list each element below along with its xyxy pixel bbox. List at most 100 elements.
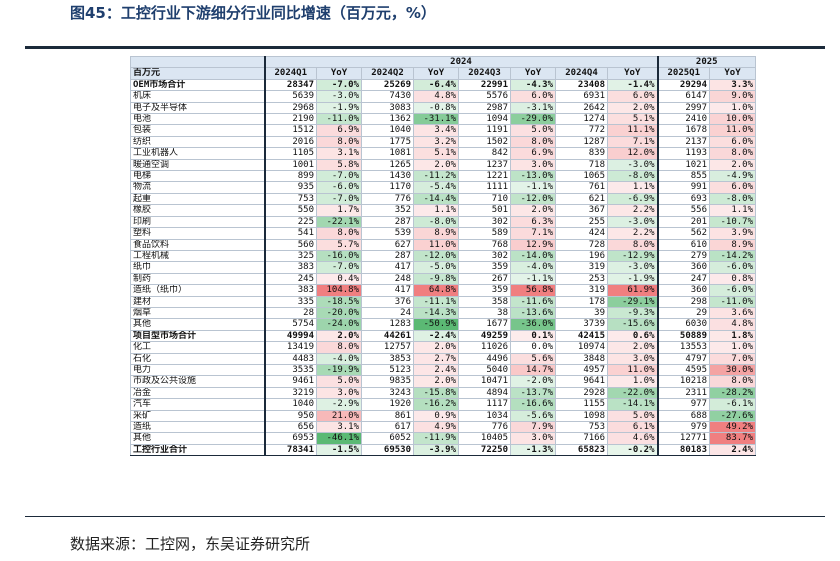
table-row: 纸巾 383 -7.0% 417 -5.0% 359 -4.0% 319 -3.0% 360 -6.…: [130, 261, 756, 274]
yoy-cell: 2.2%: [607, 227, 658, 240]
value-cell: 69530: [361, 443, 414, 457]
value-cell: 556: [656, 204, 710, 217]
value-cell: 950: [263, 409, 317, 423]
yoy-cell: 4.6%: [607, 432, 658, 445]
value-cell: 753: [555, 420, 608, 434]
value-cell: 1040: [361, 124, 414, 137]
value-cell: 1274: [555, 113, 608, 126]
yoy-cell: 2.4%: [413, 363, 459, 377]
yoy-cell: -3.0%: [607, 158, 658, 172]
yoy-cell: -11.0%: [709, 295, 756, 308]
value-cell: 562: [656, 227, 710, 240]
yoy-cell: -7.0%: [316, 261, 362, 274]
yoy-cell: -8.0%: [413, 215, 459, 229]
value-cell: 4483: [263, 352, 317, 365]
row-label: 电子及半导体: [130, 101, 265, 115]
yoy-cell: 0.0%: [510, 341, 556, 354]
yoy-cell: 104.8%: [316, 284, 362, 297]
yoy-cell: 3.3%: [709, 78, 756, 92]
yoy-cell: 3.4%: [413, 124, 459, 137]
yoy-cell: 2.2%: [607, 204, 658, 217]
value-cell: 245: [263, 272, 317, 286]
yoy-cell: -11.6%: [510, 295, 556, 308]
row-label: 造纸（纸巾）: [130, 284, 265, 297]
value-cell: 359: [458, 261, 511, 274]
value-cell: 44261: [361, 329, 414, 343]
yoy-cell: 2.0%: [413, 158, 459, 172]
yoy-cell: 4.9%: [413, 420, 459, 434]
value-cell: 253: [555, 272, 608, 286]
row-label: 食品饮料: [130, 238, 265, 251]
row-label: 项目型市场合计: [130, 329, 265, 343]
yoy-cell: 6.0%: [709, 135, 756, 149]
value-cell: 621: [555, 192, 608, 206]
bottom-rule: [25, 516, 825, 517]
value-cell: 1021: [656, 158, 710, 172]
value-cell: 11026: [458, 341, 511, 354]
value-cell: 78341: [263, 443, 317, 457]
yoy-cell: 30.0%: [709, 363, 756, 377]
value-cell: 1237: [458, 158, 511, 172]
column-header: 2024Q1: [263, 67, 317, 80]
yoy-cell: -22.1%: [316, 215, 362, 229]
yoy-cell: -7.0%: [316, 192, 362, 206]
value-cell: 1775: [361, 135, 414, 149]
row-label: 电池: [130, 113, 265, 126]
row-label: 物流: [130, 181, 265, 194]
yoy-cell: -19.9%: [316, 363, 362, 377]
figure-title: 图45：工控行业下游细分行业同比增速（百万元，%）: [70, 4, 436, 22]
yoy-cell: -14.0%: [510, 249, 556, 263]
table-row: OEM市场合计 28347 -7.0% 25269 -6.4% 22991 -4.3% 234…: [130, 78, 756, 92]
value-cell: 2311: [656, 386, 710, 400]
value-cell: 627: [361, 238, 414, 251]
yoy-cell: -14.4%: [413, 192, 459, 206]
value-cell: 6953: [263, 432, 317, 445]
value-cell: 2928: [555, 386, 608, 400]
value-cell: 1040: [263, 398, 317, 411]
value-cell: 560: [263, 238, 317, 251]
yoy-cell: 2.0%: [709, 158, 756, 172]
yoy-cell: -2.9%: [316, 398, 362, 411]
value-cell: 1098: [555, 409, 608, 423]
yoy-cell: 21.0%: [316, 409, 362, 423]
value-cell: 9835: [361, 375, 414, 388]
row-label: 化工: [130, 341, 265, 354]
yoy-cell: -1.1%: [510, 181, 556, 194]
yoy-cell: 6.3%: [510, 215, 556, 229]
yoy-cell: -13.6%: [510, 306, 556, 320]
yoy-cell: -16.2%: [413, 398, 459, 411]
value-cell: 49259: [458, 329, 511, 343]
value-cell: 196: [555, 249, 608, 263]
yoy-cell: 2.7%: [413, 352, 459, 365]
yoy-cell: 11.0%: [607, 363, 658, 377]
value-cell: 4595: [656, 363, 710, 377]
yoy-cell: -27.6%: [709, 409, 756, 423]
yoy-cell: 0.6%: [607, 329, 658, 343]
value-cell: 302: [458, 215, 511, 229]
row-label: 工控行业合计: [130, 443, 265, 457]
value-cell: 24: [361, 306, 414, 320]
yoy-cell: -6.0%: [709, 261, 756, 274]
table-row: 起重 753 -7.0% 776 -14.4% 710 -12.0% 621 -6.9% 693-…: [130, 192, 756, 206]
value-cell: 1678: [656, 124, 710, 137]
yoy-cell: -29.1%: [607, 295, 658, 308]
value-cell: 302: [458, 249, 511, 263]
yoy-cell: 2.0%: [510, 204, 556, 217]
year-cell-2024: 2024: [263, 55, 658, 69]
table-row: 冶金 3219 3.0% 3243 -15.8% 4894 -13.7% 2928 -22.0%…: [130, 386, 756, 400]
value-cell: 693: [656, 192, 710, 206]
value-cell: 28: [263, 306, 317, 320]
table-row: 塑料 541 8.0% 539 8.9% 589 7.1% 424 2.2% 562 3.9%: [130, 227, 756, 240]
value-cell: 688: [656, 409, 710, 423]
yoy-cell: 8.0%: [510, 135, 556, 149]
yoy-cell: 8.0%: [316, 135, 362, 149]
row-label: 制药: [130, 272, 265, 286]
value-cell: 1034: [458, 409, 511, 423]
value-cell: 417: [361, 261, 414, 274]
yoy-cell: -15.6%: [607, 318, 658, 331]
yoy-cell: -13.7%: [510, 386, 556, 400]
value-cell: 1001: [263, 158, 317, 172]
yoy-cell: -7.0%: [316, 78, 362, 92]
value-cell: 360: [656, 261, 710, 274]
yoy-cell: -15.8%: [413, 386, 459, 400]
